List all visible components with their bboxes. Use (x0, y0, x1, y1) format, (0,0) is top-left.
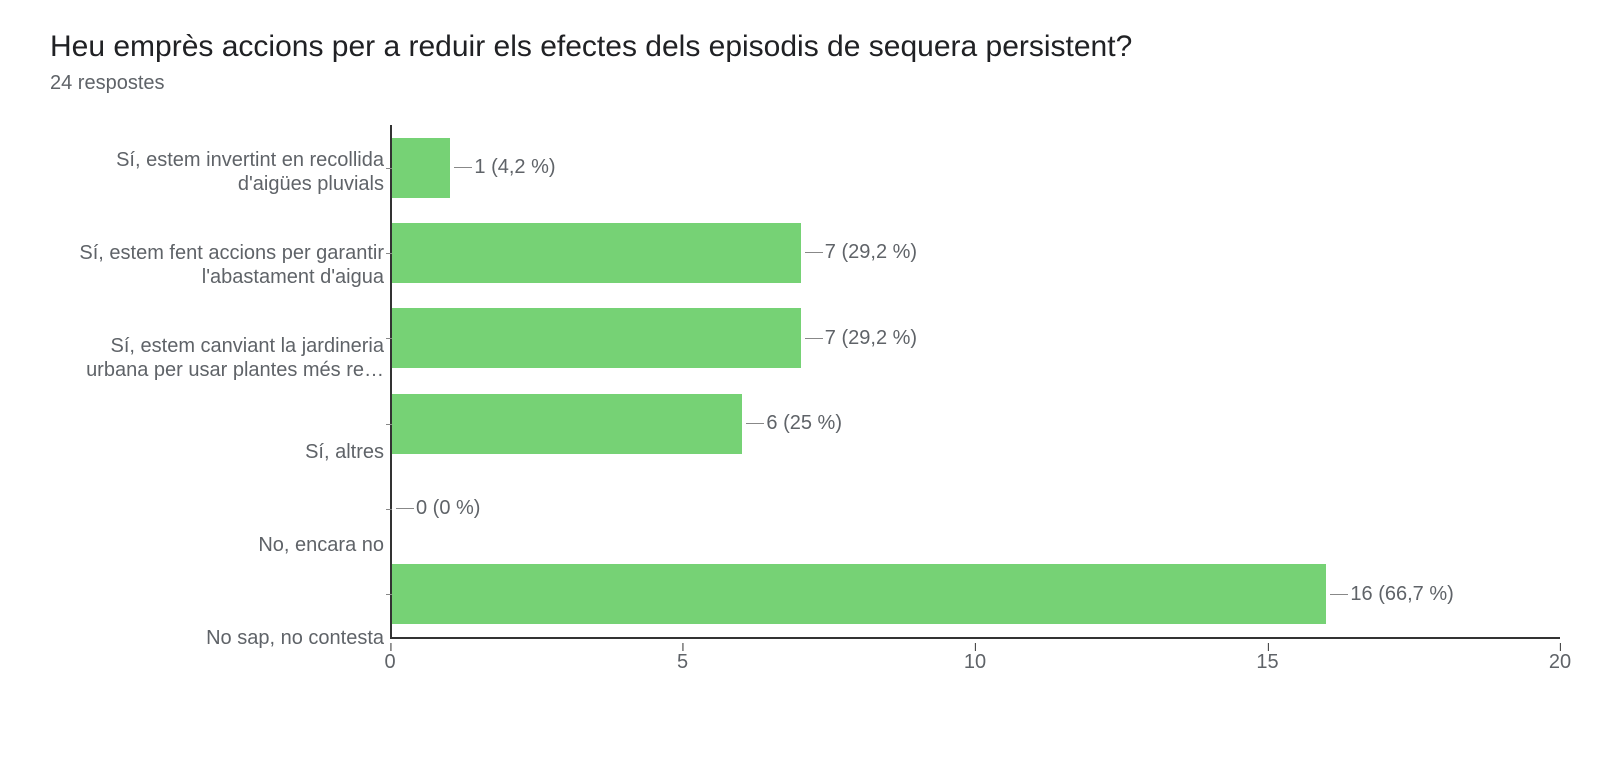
x-axis-tick: 0 (384, 651, 395, 674)
chart-body: Sí, estem invertint en recollida d'aigüe… (50, 125, 1560, 685)
x-tick-mark (390, 643, 391, 651)
y-axis-labels: Sí, estem invertint en recollida d'aigüe… (50, 125, 390, 685)
x-tick-label: 20 (1549, 651, 1571, 673)
bar-value-label: 6 (25 %) (746, 412, 842, 435)
x-tick-mark (1268, 643, 1269, 651)
bar (392, 223, 801, 283)
y-axis-label: No sap, no contesta (50, 592, 384, 685)
y-tick-mark (386, 253, 392, 254)
x-tick-label: 5 (677, 651, 688, 673)
bars-group: 1 (4,2 %) 7 (29,2 %) 7 (29,2 %) 6 (25 %) 0 (… (392, 125, 1560, 637)
x-tick-mark (1560, 643, 1561, 651)
y-axis-label: Sí, estem fent accions per garantir l'ab… (50, 218, 384, 311)
y-axis-label: No, encara no (50, 498, 384, 591)
bar (392, 308, 801, 368)
x-axis-tick: 10 (964, 651, 986, 674)
bar (392, 394, 742, 454)
y-tick-mark (386, 594, 392, 595)
bar-value-label: 7 (29,2 %) (805, 241, 917, 264)
x-tick-label: 15 (1256, 651, 1278, 673)
x-tick-label: 10 (964, 651, 986, 673)
y-axis-label: Sí, altres (50, 405, 384, 498)
bar-value-label: 16 (66,7 %) (1330, 583, 1453, 606)
x-tick-label: 0 (384, 651, 395, 673)
bar-row: 0 (0 %) (392, 466, 1560, 551)
y-axis-label: Sí, estem canviant la jardineria urbana … (50, 312, 384, 405)
x-tick-mark (683, 643, 684, 651)
bar-value-label: 7 (29,2 %) (805, 327, 917, 350)
y-tick-mark (386, 424, 392, 425)
x-axis-tick: 5 (677, 651, 688, 674)
plot-wrap: 1 (4,2 %) 7 (29,2 %) 7 (29,2 %) 6 (25 %) 0 (… (390, 125, 1560, 685)
x-axis: 05101520 (390, 645, 1560, 685)
y-tick-mark (386, 509, 392, 510)
y-axis-label: Sí, estem invertint en recollida d'aigüe… (50, 125, 384, 218)
chart-title: Heu emprès accions per a reduir els efec… (50, 30, 1560, 64)
plot-area: 1 (4,2 %) 7 (29,2 %) 7 (29,2 %) 6 (25 %) 0 (… (390, 125, 1560, 639)
bar-row: 6 (25 %) (392, 381, 1560, 466)
x-axis-tick: 15 (1256, 651, 1278, 674)
bar (392, 138, 450, 198)
bar-row: 1 (4,2 %) (392, 125, 1560, 210)
y-tick-mark (386, 338, 392, 339)
x-tick-mark (975, 643, 976, 651)
bar-row: 16 (66,7 %) (392, 552, 1560, 637)
bar-value-label: 0 (0 %) (396, 497, 480, 520)
bar-row: 7 (29,2 %) (392, 210, 1560, 295)
chart-container: Heu emprès accions per a reduir els efec… (0, 0, 1600, 761)
bar (392, 564, 1326, 624)
x-axis-tick: 20 (1549, 651, 1571, 674)
bar-value-label: 1 (4,2 %) (454, 156, 555, 179)
y-tick-mark (386, 168, 392, 169)
bar-row: 7 (29,2 %) (392, 296, 1560, 381)
chart-subtitle: 24 respostes (50, 72, 1560, 95)
